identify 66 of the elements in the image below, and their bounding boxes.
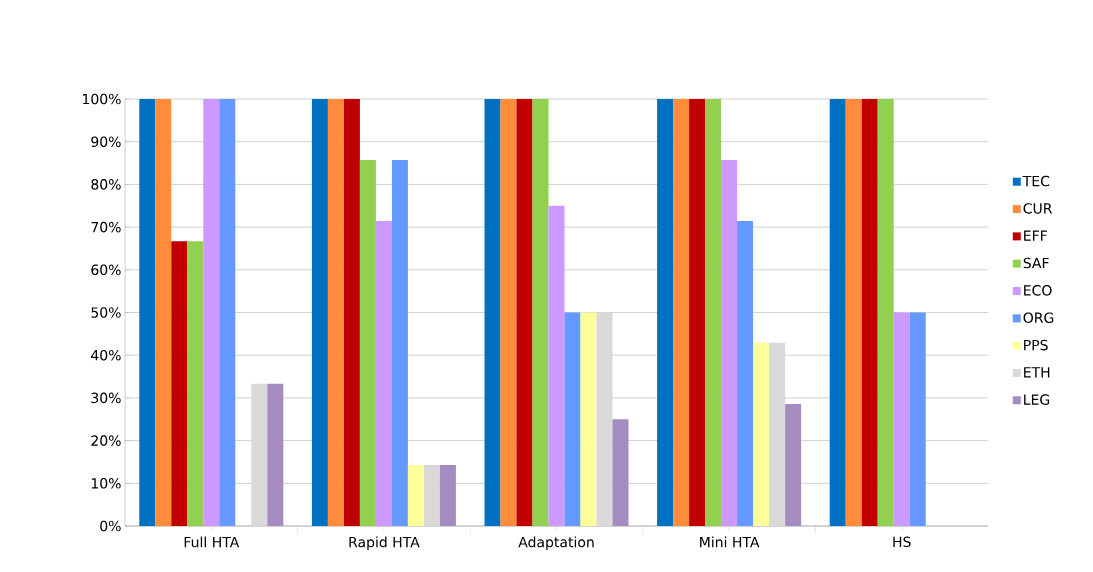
legend-label: CUR [1023,203,1053,214]
bar [753,342,770,526]
y-tick-label: 0% [100,520,121,532]
legend-label: ETH [1024,367,1050,378]
bar [893,312,910,526]
x-tick-label: Mini HTA [700,536,760,548]
y-tick-label: 20% [91,435,121,446]
legend-label: PPS [1024,339,1048,351]
legend-label: SAF [1023,257,1049,269]
bar [267,383,284,526]
bar [359,160,376,526]
bar [516,99,533,526]
bar [343,99,360,526]
y-tick-label: 50% [91,307,121,318]
bar [657,99,674,526]
bar [612,419,629,526]
bar [689,99,706,526]
legend-label: ECO [1024,285,1052,296]
bar [673,99,690,526]
x-tick-label: Rapid HTA [349,536,420,551]
bar [877,99,894,526]
legend-label: ORG [1023,312,1054,324]
legend-label: EFF [1024,230,1047,241]
bar [311,99,328,526]
bar [737,221,754,526]
x-tick-label: HS [893,536,911,548]
bar [500,99,517,526]
bar [484,99,501,526]
bar [171,241,188,526]
y-tick-label: 90% [91,136,121,147]
y-tick-label: 30% [91,392,121,404]
bar [721,160,738,526]
bar [769,342,786,526]
y-tick-label: 100% [82,93,121,105]
y-tick-label: 40% [91,349,121,361]
bar [423,464,440,526]
bar [391,160,408,526]
bar [203,99,220,526]
bar [532,99,549,526]
bar [548,205,565,526]
bar [845,99,862,526]
x-tick-label: Full HTA [184,536,240,548]
bar [580,312,597,526]
bar [187,241,204,526]
y-tick-label: 10% [91,478,121,489]
bar [596,312,613,526]
bar [564,312,581,526]
bar [829,99,846,526]
bar [909,312,926,526]
bar [705,99,722,526]
x-tick-label: Adaptation [518,536,594,551]
bar [439,464,456,526]
bar [251,383,268,526]
bar [375,221,392,526]
y-tick-label: 80% [91,179,121,190]
legend-label: TEC [1022,175,1050,187]
y-tick-label: 70% [91,221,121,233]
bar [861,99,878,526]
bar [407,464,424,526]
bar [785,403,802,526]
legend-label: LEG [1024,394,1050,405]
bar [219,99,236,526]
bar [327,99,344,526]
y-tick-label: 60% [91,264,121,276]
bar [139,99,156,526]
bar [155,99,172,526]
